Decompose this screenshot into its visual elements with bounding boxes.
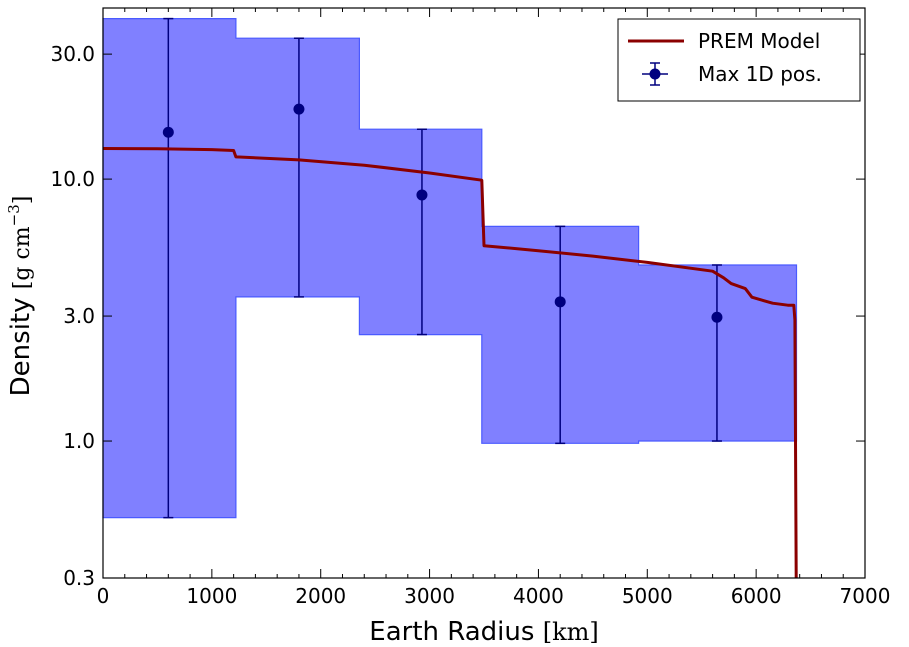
- errorbar-series: [163, 17, 722, 519]
- y-tick-label-3: 10.0: [50, 167, 95, 191]
- data-point-3: [554, 296, 566, 308]
- legend-label-max1d: Max 1D pos.: [698, 62, 822, 86]
- y-tick-label-1: 1.0: [63, 429, 95, 453]
- x-tick-label-6: 6000: [731, 584, 782, 608]
- y-axis-unit-suffix: ]: [10, 196, 35, 205]
- y-tick-label-0: 0.3: [63, 566, 95, 590]
- legend-label-prem: PREM Model: [698, 29, 820, 53]
- x-axis-label: Earth Radius: [369, 617, 534, 647]
- y-axis-unit-exponent: −3: [5, 204, 23, 226]
- prem-series: [102, 147, 798, 579]
- x-axis-unit: [km]: [543, 618, 599, 646]
- data-points: [162, 103, 723, 323]
- legend-marker-swatch: [649, 68, 661, 80]
- x-tick-label-3: 3000: [404, 584, 455, 608]
- x-tick-label-2: 2000: [295, 584, 346, 608]
- x-tick-label-4: 4000: [513, 584, 564, 608]
- y-axis-unit-prefix: [g cm: [10, 226, 35, 289]
- x-axis-title: Earth Radius [km]: [369, 617, 598, 647]
- prem-model-line: [102, 147, 798, 579]
- y-axis-title: Density [g cm−3]: [5, 196, 36, 397]
- y-axis-label: Density: [6, 297, 36, 396]
- data-point-0: [162, 126, 174, 138]
- y-tick-label-4: 30.0: [50, 42, 95, 66]
- x-tick-label-7: 7000: [840, 584, 891, 608]
- x-tick-label-1: 1000: [186, 584, 237, 608]
- legend: PREM Model Max 1D pos.: [617, 18, 861, 102]
- legend-box: [617, 18, 861, 102]
- plot-frame: [102, 7, 866, 579]
- y-tick-label-2: 3.0: [63, 304, 95, 328]
- x-tick-label-5: 5000: [622, 584, 673, 608]
- x-tick-label-0: 0: [97, 584, 110, 608]
- data-point-1: [293, 103, 305, 115]
- data-point-2: [416, 189, 428, 201]
- axes: 0 1000 2000 3000 4000 5000 6000 7000 0.3 1.0 3.0 10…: [50, 7, 891, 608]
- data-point-4: [711, 311, 723, 323]
